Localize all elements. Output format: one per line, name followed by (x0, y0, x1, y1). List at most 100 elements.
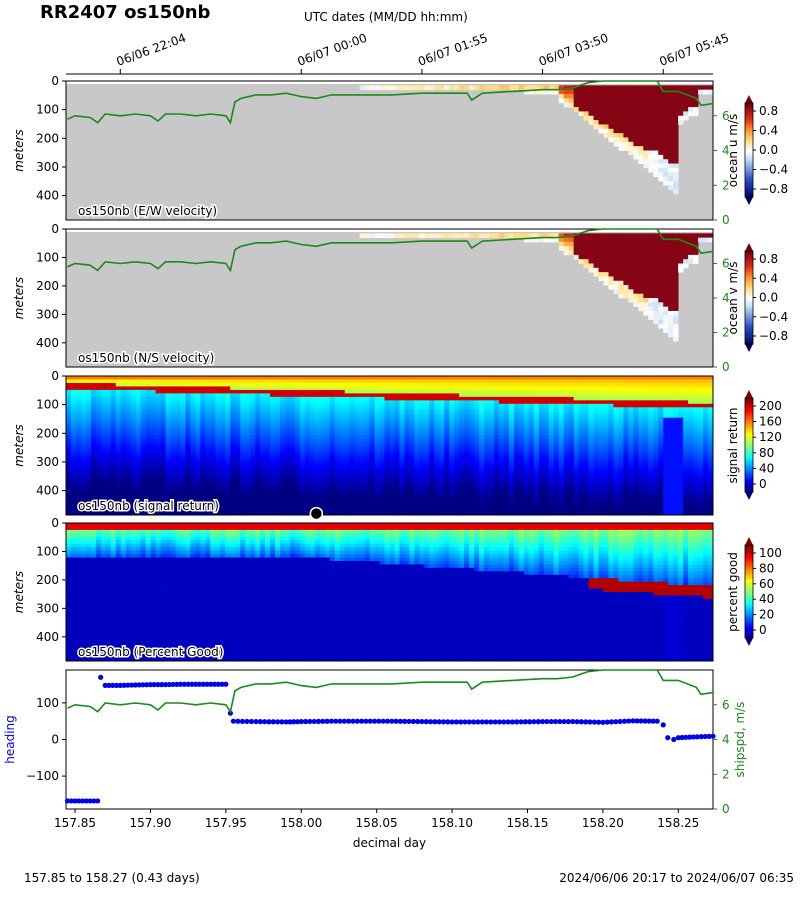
heatmap-cell (593, 85, 599, 91)
heatmap-cell (180, 396, 186, 401)
heatmap-cell (394, 389, 400, 394)
heatmap-cell (230, 376, 236, 380)
heatmap-cell (409, 508, 415, 512)
heatmap-cell (210, 417, 216, 422)
heatmap-cell (563, 445, 570, 450)
heatmap-cell (235, 480, 241, 485)
heatmap-cell (255, 403, 261, 408)
heatmap-cell (95, 438, 102, 443)
heatmap-cell (374, 407, 380, 412)
heatmap-cell (508, 382, 515, 387)
heatmap-cell (284, 473, 291, 478)
heatmap-cell (230, 459, 236, 464)
heatmap-cell (349, 376, 356, 380)
heatmap-cell (160, 469, 166, 474)
heatmap-cell (653, 163, 659, 169)
heatmap-cell (658, 237, 664, 243)
heatmap-cell (170, 442, 176, 446)
heatmap-cell (563, 504, 570, 509)
heatmap-cell (66, 435, 72, 439)
heatmap-cell (563, 98, 570, 104)
heatmap-cell (339, 483, 346, 488)
heatmap-cell (479, 480, 485, 485)
heatmap-cell (339, 494, 346, 499)
heatmap-cell (304, 407, 311, 412)
heatmap-cell (369, 417, 375, 422)
heatmap-cell (459, 414, 465, 419)
heatmap-cell (658, 154, 664, 160)
heatmap-cell (389, 85, 395, 91)
heatmap-cell (265, 473, 271, 478)
heatmap-cell (215, 452, 221, 457)
heatmap-cell (165, 504, 171, 509)
heatmap-cell (454, 494, 460, 499)
heatmap-cell (558, 428, 565, 432)
heatmap-cell (329, 386, 336, 391)
heatmap-cell (543, 469, 550, 474)
heatmap-cell (404, 497, 410, 502)
heatmap-cell (175, 410, 181, 415)
heatmap-cell (528, 428, 535, 432)
heatmap-cell (404, 473, 410, 478)
heatmap-cell (215, 435, 221, 439)
heatmap-cell (389, 417, 395, 422)
heatmap-cell (404, 487, 410, 492)
heatmap-cell (85, 421, 92, 426)
heatmap-cell (464, 504, 470, 509)
heatmap-cell (314, 376, 321, 380)
heatmap-cell (444, 403, 450, 408)
heatmap-cell (394, 487, 400, 492)
heatmap-cell (459, 376, 465, 380)
heatmap-cell (225, 421, 231, 426)
heatmap-cell (344, 403, 351, 408)
heatmap-cell (503, 376, 510, 380)
heatmap-cell (299, 421, 306, 426)
heatmap-cell (150, 476, 156, 481)
heatmap-cell (374, 410, 380, 415)
heatmap-cell (464, 487, 470, 492)
heatmap-cell (314, 389, 321, 394)
heatmap-cell (294, 410, 301, 415)
heatmap-cell (474, 379, 480, 384)
heatmap-cell (329, 421, 336, 426)
heatmap-cell (289, 435, 296, 439)
heatmap-cell (598, 237, 604, 243)
heatmap-cell (349, 428, 356, 432)
heatmap-cell (66, 403, 72, 408)
heatmap-cell (449, 487, 455, 492)
heatmap-cell (399, 497, 405, 502)
heatmap-cell (444, 480, 450, 485)
heatmap-cell (125, 403, 132, 408)
heatmap-cell (444, 431, 450, 436)
heatmap-cell (568, 246, 575, 251)
heatmap-cell (474, 455, 480, 460)
heatmap-cell (439, 417, 445, 422)
heatmap-cell (628, 120, 634, 125)
heatmap-cell (280, 487, 286, 492)
heatmap-cell (404, 396, 410, 401)
heatmap-cell (538, 382, 545, 387)
heatmap-cell (563, 410, 570, 415)
heatmap-cell (658, 111, 664, 117)
heatmap-cell (374, 393, 380, 398)
heatmap-cell (324, 473, 331, 478)
heatmap-cell (344, 431, 351, 436)
heatmap-cell (374, 476, 380, 481)
heatmap-cell (195, 459, 201, 464)
heatmap-cell (643, 85, 649, 91)
heatmap-cell (498, 473, 505, 478)
heatmap-cell (190, 476, 196, 481)
heatmap-cell (429, 469, 435, 474)
heatmap-cell (309, 459, 316, 464)
heatmap-cell (140, 504, 147, 509)
heatmap-cell (275, 393, 281, 398)
heatmap-cell (66, 459, 72, 464)
heatmap-cell (643, 137, 649, 143)
heatmap-cell (185, 501, 191, 505)
heatmap-cell (314, 504, 321, 509)
heatmap-cell (399, 386, 405, 391)
heatmap-cell (658, 146, 664, 151)
heatmap-cell (90, 494, 97, 499)
heatmap-cell (75, 508, 82, 512)
heatmap-cell (563, 250, 570, 256)
